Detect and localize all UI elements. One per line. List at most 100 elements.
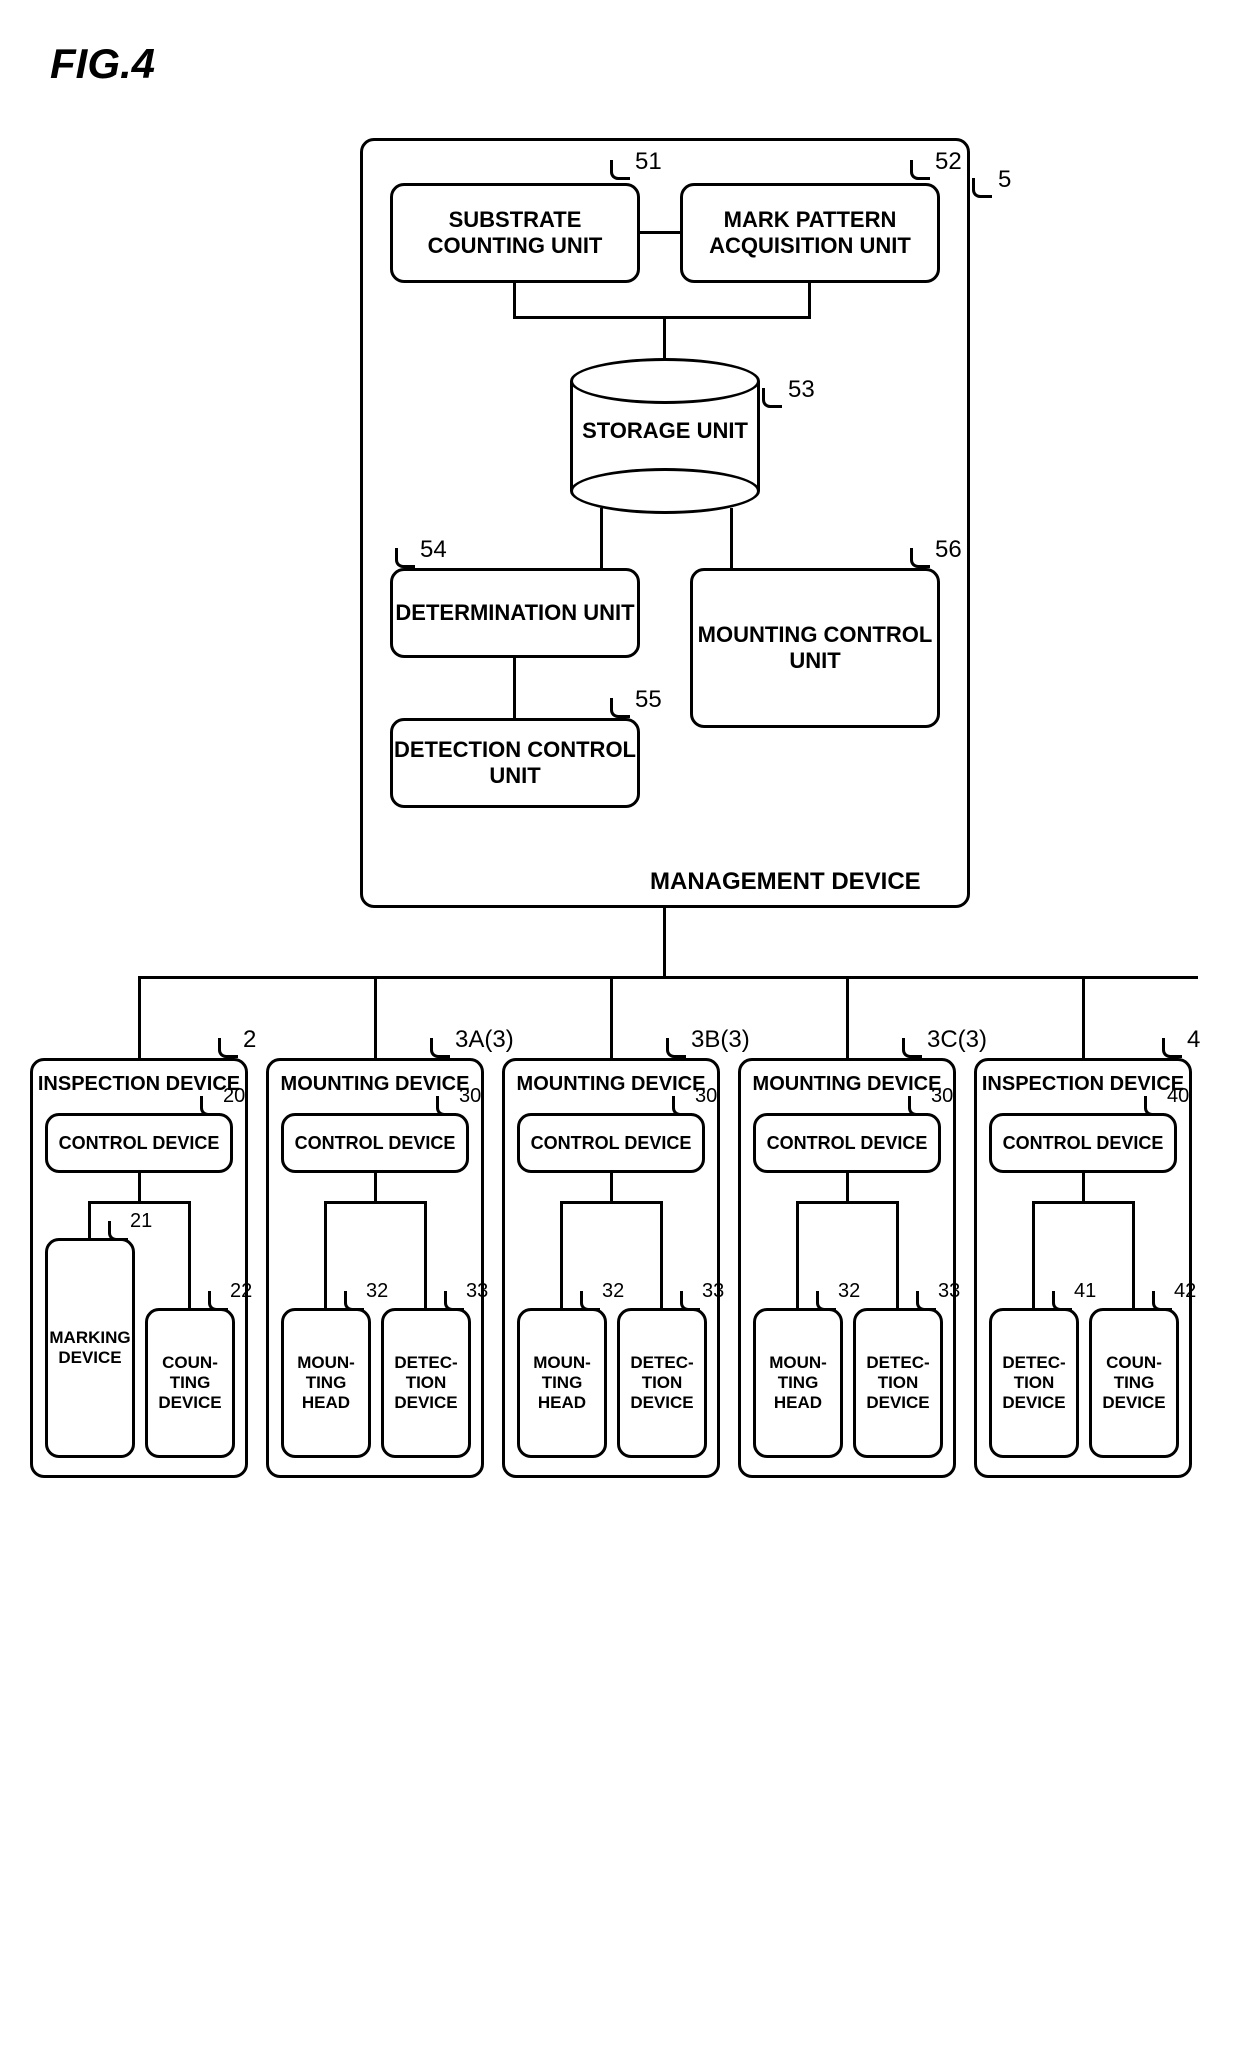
lead-hook [902,1038,922,1058]
device-subleft-ref-2: 32 [602,1280,624,1303]
connector-line [424,1201,427,1308]
connector-line [796,1201,899,1204]
connector-line [374,1173,377,1203]
determination-ref: 54 [420,536,447,564]
connector-line [896,1201,899,1308]
storage-top [570,358,760,404]
mounting-control-unit: MOUNTING CONTROL UNIT [690,568,940,728]
mark-pattern-ref: 52 [935,148,962,176]
device-subleft-label-3: MOUN-TING HEAD [756,1353,840,1413]
management-ref: 5 [998,166,1011,194]
lead-hook [666,1038,686,1058]
device-subright-ref-1: 33 [466,1280,488,1303]
device-subright-2: DETEC-TION DEVICE [617,1308,707,1458]
detection-control-ref: 55 [635,686,662,714]
device-subright-label-0: COUN-TING DEVICE [148,1353,232,1413]
connector-line [846,1173,849,1203]
device-control-ref-4: 40 [1167,1085,1189,1108]
lead-hook [1144,1096,1164,1116]
lead-hook [444,1291,464,1311]
connector-line [513,283,516,318]
device-subleft-label-0: MARKING DEVICE [48,1328,132,1368]
device-control-label-2: CONTROL DEVICE [531,1133,692,1154]
device-control-ref-3: 30 [931,1085,953,1108]
substrate-counting-ref: 51 [635,148,662,176]
mark-pattern-label: MARK PATTERN ACQUISITION UNIT [683,207,937,259]
lead-hook [680,1291,700,1311]
mounting-control-ref: 56 [935,536,962,564]
device-subright-ref-2: 33 [702,1280,724,1303]
storage-ref: 53 [788,376,815,404]
detection-control-label: DETECTION CONTROL UNIT [393,737,637,789]
mounting-control-label: MOUNTING CONTROL UNIT [693,622,937,674]
lead-hook [916,1291,936,1311]
lead-hook [218,1038,238,1058]
connector-line [1082,1173,1085,1203]
device-subleft-ref-0: 21 [130,1210,152,1233]
connector-line [1032,1201,1035,1308]
determination-label: DETERMINATION UNIT [395,600,634,626]
device-subleft-2: MOUN-TING HEAD [517,1308,607,1458]
connector-line [846,976,849,1058]
mark-pattern-unit: MARK PATTERN ACQUISITION UNIT [680,183,940,283]
lead-hook [762,388,782,408]
device-control-4: CONTROL DEVICE [989,1113,1177,1173]
device-subright-0: COUN-TING DEVICE [145,1308,235,1458]
device-label-0: INSPECTION DEVICE [30,1073,248,1096]
device-control-ref-2: 30 [695,1085,717,1108]
device-control-label-4: CONTROL DEVICE [1003,1133,1164,1154]
device-ref-0: 2 [243,1026,256,1054]
device-subright-label-3: DETEC-TION DEVICE [856,1353,940,1413]
detection-control-unit: DETECTION CONTROL UNIT [390,718,640,808]
lead-hook [395,548,415,568]
device-subleft-ref-3: 32 [838,1280,860,1303]
connector-line [88,1201,191,1204]
connector-line [610,976,613,1058]
device-subleft-3: MOUN-TING HEAD [753,1308,843,1458]
block-diagram: MANAGEMENT DEVICE 5 SUBSTRATE COUNTING U… [30,108,1210,2008]
device-subright-4: COUN-TING DEVICE [1089,1308,1179,1458]
connector-line [660,1201,663,1308]
lead-hook [108,1221,128,1241]
device-ref-3: 3C(3) [927,1026,987,1054]
connector-line [560,1201,563,1308]
lead-hook [430,1038,450,1058]
device-subleft-4: DETEC-TION DEVICE [989,1308,1079,1458]
device-label-3: MOUNTING DEVICE [738,1073,956,1096]
management-device-label: MANAGEMENT DEVICE [650,868,921,896]
device-subright-1: DETEC-TION DEVICE [381,1308,471,1458]
connector-line [324,1201,327,1308]
lead-hook [972,178,992,198]
device-control-label-0: CONTROL DEVICE [59,1133,220,1154]
connector-line [640,231,680,234]
lead-hook [910,548,930,568]
connector-line [324,1201,427,1204]
device-subright-label-1: DETEC-TION DEVICE [384,1353,468,1413]
connector-line [374,976,377,1058]
lead-hook [344,1291,364,1311]
connector-line [663,316,666,360]
connector-line [1082,976,1085,1058]
device-subleft-label-1: MOUN-TING HEAD [284,1353,368,1413]
bus-line [138,976,1198,979]
device-subright-ref-4: 42 [1174,1280,1196,1303]
lead-hook [1152,1291,1172,1311]
lead-hook [610,698,630,718]
figure-title: FIG.4 [50,40,1210,88]
lead-hook [816,1291,836,1311]
device-control-3: CONTROL DEVICE [753,1113,941,1173]
connector-line [88,1201,91,1238]
substrate-counting-label: SUBSTRATE COUNTING UNIT [393,207,637,259]
device-subleft-label-4: DETEC-TION DEVICE [992,1353,1076,1413]
device-control-ref-1: 30 [459,1085,481,1108]
device-subleft-1: MOUN-TING HEAD [281,1308,371,1458]
device-subleft-label-2: MOUN-TING HEAD [520,1353,604,1413]
storage-label: STORAGE UNIT [570,418,760,444]
device-ref-1: 3A(3) [455,1026,514,1054]
connector-line [663,908,666,978]
device-subright-3: DETEC-TION DEVICE [853,1308,943,1458]
lead-hook [1162,1038,1182,1058]
device-control-label-1: CONTROL DEVICE [295,1133,456,1154]
connector-line [730,508,733,568]
connector-line [1132,1201,1135,1308]
